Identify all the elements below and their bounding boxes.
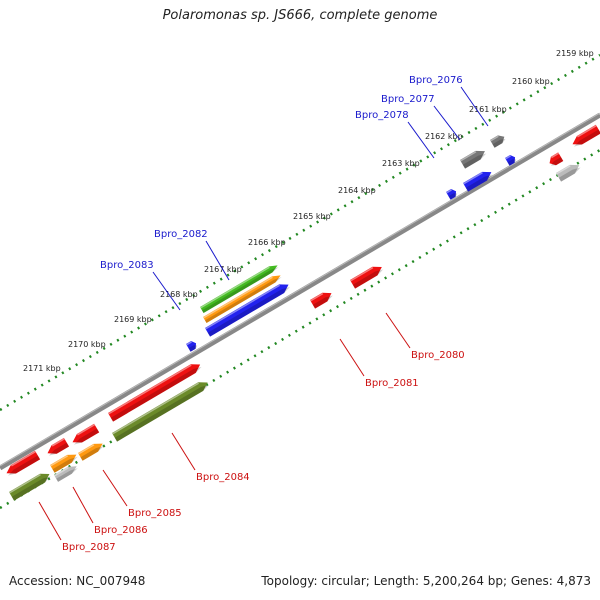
gene-leader-line (407, 121, 435, 159)
gene-leader-line (38, 501, 62, 541)
gene-label[interactable]: Bpro_2085 (128, 508, 182, 519)
genome-backbone-highlight (0, 112, 600, 467)
gene-feature[interactable] (203, 272, 282, 324)
scale-tick-label: 2164 kbp (338, 186, 376, 195)
scale-tick-label: 2166 kbp (248, 238, 286, 247)
scale-tick-label: 2168 kbp (160, 290, 198, 299)
gene-leader-line (102, 469, 128, 507)
gene-feature[interactable] (505, 153, 517, 166)
gene-feature[interactable] (9, 470, 52, 501)
scale-tick-label: 2160 kbp (512, 77, 550, 86)
gene-label[interactable]: Bpro_2087 (62, 542, 116, 553)
gene-feature[interactable] (205, 280, 291, 337)
genome-summary-text: Topology: circular; Length: 5,200,264 bp… (261, 574, 591, 588)
gene-feature[interactable] (463, 168, 494, 192)
scale-tick-label: 2161 kbp (469, 105, 507, 114)
gene-label[interactable]: Bpro_2082 (154, 229, 208, 240)
gene-feature[interactable] (490, 133, 507, 148)
scale-tick-label: 2165 kbp (293, 212, 331, 221)
gene-leader-line (171, 432, 196, 471)
gene-feature[interactable] (112, 378, 210, 442)
gene-label[interactable]: Bpro_2086 (94, 525, 148, 536)
gene-feature[interactable] (70, 423, 100, 447)
gene-leader-line (152, 271, 181, 311)
gene-label[interactable]: Bpro_2080 (411, 350, 465, 361)
gene-label[interactable]: Bpro_2084 (196, 472, 250, 483)
gene-feature[interactable] (45, 437, 70, 458)
accession-text: Accession: NC_007948 (9, 574, 146, 588)
gene-leader-line (385, 312, 411, 349)
scale-tick-label: 2159 kbp (556, 49, 594, 58)
gene-label[interactable]: Bpro_2078 (355, 110, 409, 121)
gene-label[interactable]: Bpro_2081 (365, 378, 419, 389)
gene-label[interactable]: Bpro_2077 (381, 94, 435, 105)
gene-feature[interactable] (460, 147, 487, 169)
gene-feature[interactable] (108, 360, 203, 422)
gene-leader-line (72, 486, 94, 524)
gene-label[interactable]: Bpro_2076 (409, 75, 463, 86)
gene-feature[interactable] (310, 289, 334, 309)
gene-feature[interactable] (556, 161, 582, 182)
scale-tick-label: 2169 kbp (114, 315, 152, 324)
gene-feature[interactable] (570, 124, 600, 149)
gene-feature[interactable] (547, 152, 564, 167)
gene-leader-line (460, 86, 489, 127)
gene-feature[interactable] (4, 450, 41, 478)
page-title: Polaromonas sp. JS666, complete genome (162, 8, 438, 23)
gene-leader-line (433, 105, 461, 141)
gene-feature[interactable] (446, 187, 458, 200)
genome-backbone (0, 112, 600, 471)
gene-feature[interactable] (200, 262, 279, 314)
gene-feature[interactable] (54, 463, 79, 482)
gene-feature[interactable] (186, 339, 198, 352)
scale-tick-label: 2163 kbp (382, 159, 420, 168)
scale-dots-upper (0, 53, 600, 412)
gene-leader-line (205, 240, 230, 281)
gene-label[interactable]: Bpro_2083 (100, 260, 154, 271)
gene-feature[interactable] (350, 263, 384, 289)
gene-leader-line (339, 338, 365, 377)
gene-feature[interactable] (78, 440, 105, 461)
scale-tick-label: 2170 kbp (68, 340, 106, 349)
scale-tick-label: 2171 kbp (23, 364, 61, 373)
scale-tick-label: 2162 kbp (425, 132, 463, 141)
gene-feature[interactable] (50, 451, 79, 473)
